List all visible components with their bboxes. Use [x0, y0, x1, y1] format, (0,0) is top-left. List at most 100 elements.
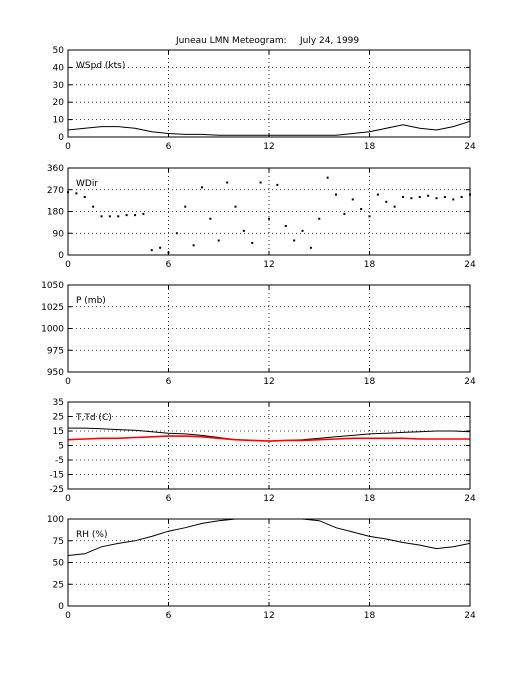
- x-tick-label: 12: [263, 377, 274, 387]
- data-point: [134, 214, 136, 217]
- x-tick-label: 24: [464, 142, 476, 152]
- y-tick-label: 950: [47, 368, 64, 378]
- y-tick-label: 100: [47, 515, 64, 525]
- panel-label: WDir: [76, 179, 98, 189]
- x-tick-label: 18: [364, 611, 376, 621]
- data-point: [443, 196, 446, 198]
- y-tick-label: 15: [53, 427, 64, 437]
- panel-label: T,Td (C): [75, 413, 112, 423]
- data-point: [284, 225, 287, 227]
- x-tick-label: 12: [263, 260, 274, 270]
- y-tick-label: -25: [49, 485, 64, 495]
- data-point: [427, 194, 430, 197]
- y-tick-label: 50: [53, 559, 65, 569]
- x-tick-label: 0: [65, 494, 71, 504]
- data-point: [452, 198, 455, 201]
- x-tick-label: 6: [166, 377, 172, 387]
- data-point: [142, 212, 145, 215]
- x-tick-label: 6: [166, 611, 172, 621]
- y-tick-label: 975: [47, 346, 64, 356]
- data-point: [234, 205, 237, 208]
- y-tick-label: 25: [53, 580, 64, 590]
- data-point: [217, 239, 220, 242]
- x-tick-label: 24: [464, 494, 476, 504]
- data-point: [343, 212, 346, 215]
- figure-title: Juneau LMN Meteogram:: [175, 36, 287, 46]
- data-point: [351, 198, 354, 201]
- data-point: [175, 232, 178, 235]
- y-tick-label: 90: [53, 229, 65, 239]
- data-point: [259, 181, 262, 184]
- data-point: [309, 246, 312, 249]
- panel-wdir: 0 6 12 18 24 0 90 180 270 360 WDir: [47, 164, 476, 270]
- x-tick-label: 6: [166, 142, 172, 152]
- y-tick-label: 1025: [41, 303, 64, 313]
- data-point: [150, 249, 153, 252]
- x-tick-label: 12: [263, 142, 274, 152]
- y-tick-label: 0: [58, 251, 64, 261]
- x-tick-label: 24: [464, 377, 476, 387]
- y-tick-label: 360: [47, 164, 64, 174]
- x-tick-label: 18: [364, 494, 376, 504]
- y-tick-label: 5: [58, 442, 64, 452]
- x-tick-label: 0: [65, 377, 71, 387]
- data-point: [159, 246, 162, 249]
- data-point: [385, 200, 388, 203]
- data-point: [360, 208, 363, 211]
- x-tick-label: 24: [464, 260, 476, 270]
- data-point: [326, 176, 329, 179]
- x-tick-label: 18: [364, 377, 376, 387]
- panel-wspd: 0 6 12 18 24 0 10 20 30 40 50 WSpd (kts): [53, 46, 476, 152]
- x-tick-label: 18: [364, 260, 376, 270]
- y-tick-label: 20: [53, 98, 65, 108]
- x-tick-label: 12: [263, 494, 274, 504]
- data-point: [376, 193, 379, 196]
- panel-label: WSpd (kts): [76, 61, 125, 71]
- y-tick-label: 50: [53, 46, 65, 56]
- x-tick-label: 0: [65, 142, 71, 152]
- data-point: [251, 241, 254, 244]
- data-point: [318, 217, 321, 220]
- series-line-2: [67, 435, 470, 442]
- y-tick-label: 25: [53, 413, 64, 423]
- data-point: [293, 239, 296, 242]
- y-tick-label: 1050: [41, 281, 64, 291]
- panel-label: RH (%): [76, 530, 107, 540]
- x-tick-label: 0: [65, 611, 71, 621]
- data-point: [192, 244, 195, 247]
- data-point: [301, 229, 304, 232]
- y-tick-label: 1000: [41, 325, 64, 335]
- y-tick-label: -15: [49, 471, 64, 481]
- data-point: [108, 215, 111, 218]
- y-tick-label: 40: [53, 63, 65, 73]
- y-tick-label: 10: [53, 116, 65, 126]
- x-tick-label: 6: [166, 260, 172, 270]
- panel-temp-dewpoint: 0 6 12 18 24 -25 -15 -5 5 15 25 35 T,Td (C): [49, 398, 476, 504]
- data-point: [92, 205, 95, 208]
- y-tick-label: 0: [58, 133, 64, 143]
- data-point: [201, 186, 203, 189]
- x-tick-label: 24: [464, 611, 476, 621]
- x-tick-label: 18: [364, 142, 376, 152]
- panel-label: P (mb): [76, 296, 106, 306]
- data-point: [460, 196, 463, 198]
- data-point: [393, 205, 396, 208]
- axes-box: [67, 49, 471, 138]
- data-point: [75, 192, 78, 195]
- data-point: [184, 205, 187, 208]
- y-tick-label: 0: [58, 602, 64, 612]
- y-tick-label: 30: [53, 81, 65, 91]
- x-tick-label: 6: [166, 494, 172, 504]
- data-point: [402, 196, 404, 198]
- panel-rh: 0 6 12 18 24 0 25 50 75 100 RH (%): [47, 515, 476, 621]
- data-point: [410, 197, 413, 200]
- panel-pressure: 0 6 12 18 24 950 975 1000 1025 1050 P (mb): [41, 281, 476, 387]
- y-tick-label: 270: [47, 186, 64, 196]
- data-point: [209, 217, 212, 220]
- data-point: [242, 229, 245, 232]
- figure-date: July 24, 1999: [299, 36, 359, 46]
- data-point: [276, 183, 279, 186]
- data-point: [117, 215, 120, 218]
